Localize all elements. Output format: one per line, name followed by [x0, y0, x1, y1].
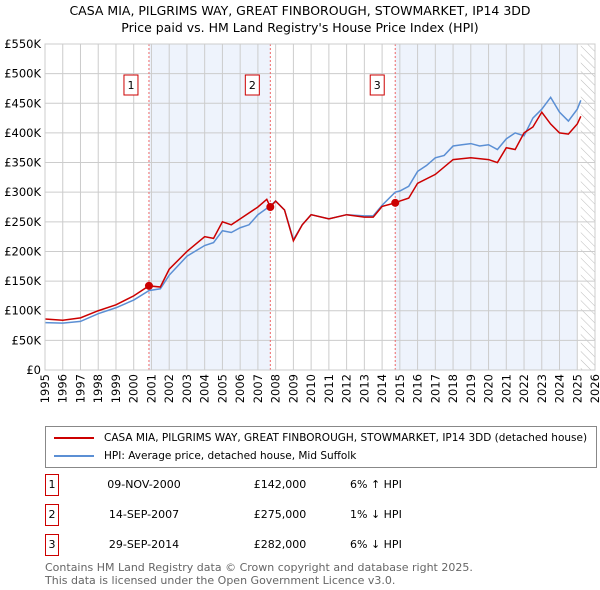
x-tick-label: 2018	[446, 374, 460, 403]
legend: CASA MIA, PILGRIMS WAY, GREAT FINBOROUGH…	[45, 426, 597, 468]
sale-marker-box	[369, 74, 385, 96]
sale-marker-label: 1	[127, 79, 134, 92]
x-tick-label: 2024	[553, 374, 567, 403]
marker-badge: 1	[45, 474, 59, 496]
x-tick-label: 2007	[251, 374, 265, 403]
sale-point	[144, 281, 153, 290]
x-tick-label: 2001	[144, 374, 158, 403]
y-tick-label: £250K	[4, 215, 41, 229]
property-line	[44, 110, 582, 321]
footer: Contains HM Land Registry data © Crown c…	[45, 561, 473, 587]
y-tick-label: £0	[26, 363, 41, 377]
transaction-price: £282,000	[253, 538, 307, 551]
y-tick-label: £450K	[4, 96, 41, 110]
x-tick-label: 2008	[269, 374, 283, 403]
y-tick-label: £150K	[4, 274, 41, 288]
x-tick-label: 2003	[180, 374, 194, 403]
y-tick-label: £400K	[4, 126, 41, 140]
x-tick-label: 2026	[588, 374, 600, 403]
transaction-hpi: 6% ↓ HPI	[350, 538, 402, 551]
forecast-hatch	[580, 44, 595, 370]
transaction-price: £275,000	[253, 508, 307, 521]
y-tick-label: £100K	[4, 304, 41, 318]
marker-badge: 2	[45, 504, 59, 526]
x-tick-label: 2006	[233, 374, 247, 403]
legend-property: CASA MIA, PILGRIMS WAY, GREAT FINBOROUGH…	[104, 432, 588, 444]
y-tick-label: £200K	[4, 244, 41, 258]
x-tick-label: 1997	[73, 374, 87, 403]
chart-title: CASA MIA, PILGRIMS WAY, GREAT FINBOROUGH…	[69, 3, 531, 18]
x-tick-label: 2005	[215, 374, 229, 403]
legend-hpi: HPI: Average price, detached house, Mid …	[104, 450, 357, 462]
shaded-period	[395, 44, 578, 370]
legend-blue-swatch	[54, 455, 94, 457]
y-tick-label: £300K	[4, 185, 41, 199]
x-tick-label: 1999	[109, 374, 123, 403]
x-tick-label: 2000	[127, 374, 141, 403]
sale-marker-label: 2	[249, 79, 256, 92]
transaction-date: 29-SEP-2014	[108, 538, 180, 551]
x-tick-label: 2012	[340, 374, 354, 403]
sale-marker-box	[123, 74, 139, 96]
x-tick-label: 2020	[482, 374, 496, 403]
transaction-date: 14-SEP-2007	[108, 508, 180, 521]
transaction-hpi: 1% ↓ HPI	[350, 508, 402, 521]
footer-line2: This data is licensed under the Open Gov…	[45, 574, 396, 587]
x-tick-label: 2009	[286, 374, 300, 403]
x-tick-label: 2002	[162, 374, 176, 403]
x-tick-label: 1995	[38, 374, 52, 403]
x-tick-label: 1996	[56, 374, 70, 403]
x-tick-label: 2017	[428, 374, 442, 403]
transaction-row: 3 29-SEP-2014 £282,000 6% ↓ HPI	[45, 534, 445, 556]
x-tick-label: 2004	[198, 374, 212, 403]
sale-point	[266, 203, 275, 211]
marker-badge: 3	[45, 534, 59, 556]
chart-subtitle: Price paid vs. HM Land Registry's House …	[121, 20, 479, 35]
x-tick-label: 2011	[322, 374, 336, 403]
footer-line1: Contains HM Land Registry data © Crown c…	[45, 561, 473, 574]
legend-red-swatch	[54, 437, 94, 439]
x-tick-label: 2019	[464, 374, 478, 403]
y-tick-label: £50K	[12, 333, 42, 347]
price-chart: 1995 1996 1997 1998 1999 2000 2001 2002 2003 2004…	[4, 37, 600, 403]
x-tick-label: 2015	[393, 374, 407, 403]
x-tick-label: 2016	[411, 374, 425, 403]
transaction-date: 09-NOV-2000	[107, 478, 181, 491]
y-tick-label: £550K	[4, 37, 41, 51]
transaction-hpi: 6% ↑ HPI	[350, 478, 402, 491]
x-tick-label: 2021	[499, 374, 513, 403]
plot-border	[44, 43, 596, 371]
x-tick-label: 2022	[517, 374, 531, 403]
transaction-row: 1 09-NOV-2000 £142,000 6% ↑ HPI	[45, 474, 445, 496]
sale-point	[391, 198, 400, 207]
x-tick-label: 2025	[570, 374, 584, 403]
y-tick-label: £350K	[4, 156, 41, 170]
transaction-price: £142,000	[253, 478, 307, 491]
x-tick-label: 2014	[375, 374, 389, 403]
hpi-line	[44, 96, 582, 324]
sale-marker-label: 3	[374, 79, 381, 92]
x-tick-label: 2010	[304, 374, 318, 403]
x-tick-label: 2023	[535, 374, 549, 403]
x-tick-label: 1998	[91, 374, 105, 403]
transaction-row: 2 14-SEP-2007 £275,000 1% ↓ HPI	[45, 504, 445, 526]
x-tick-label: 2013	[357, 374, 371, 403]
y-tick-label: £500K	[4, 67, 41, 81]
sale-marker-box	[244, 74, 260, 96]
